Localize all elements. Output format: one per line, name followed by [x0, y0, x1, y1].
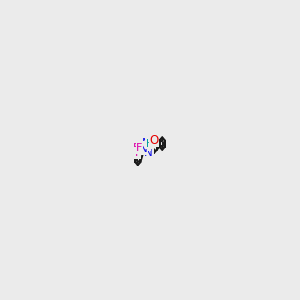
- Text: N: N: [144, 146, 153, 159]
- Text: H: H: [146, 139, 154, 149]
- Text: F: F: [136, 143, 142, 153]
- Text: N: N: [139, 142, 148, 155]
- Text: F: F: [133, 143, 139, 153]
- Text: O: O: [149, 134, 159, 147]
- Text: N: N: [142, 137, 150, 150]
- Text: F: F: [134, 148, 141, 158]
